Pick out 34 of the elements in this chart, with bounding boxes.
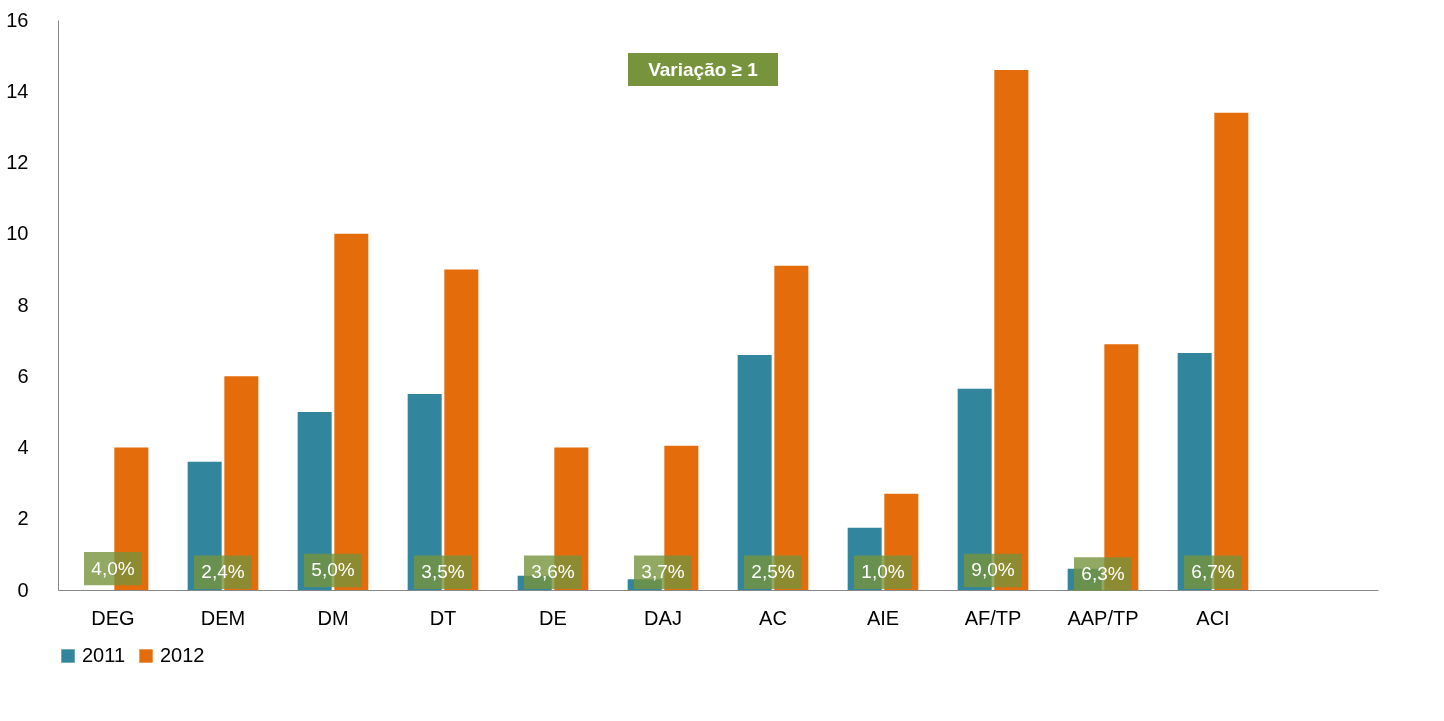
annotation: 5,0% (311, 559, 355, 581)
y-tick-label: 2 (17, 507, 29, 530)
x-tick-label: AIE (866, 606, 900, 629)
annotation: 3,7% (641, 561, 685, 583)
annotation: 6,7% (1191, 561, 1235, 583)
annotation: 3,5% (421, 561, 465, 583)
annotation: 9,0% (971, 559, 1015, 581)
legend-label: 2012 (160, 644, 205, 666)
annotation: 6,3% (1081, 562, 1125, 584)
annotation: Variação ≥ 1 (648, 59, 759, 80)
annotation: 1,0% (861, 561, 905, 583)
y-tick-label: 8 (17, 293, 29, 316)
y-tick-label: 16 (6, 8, 29, 31)
x-tick-label: ACI (1196, 606, 1230, 629)
x-tick-label: DEM (200, 606, 246, 629)
x-tick-label: DAJ (644, 606, 682, 629)
y-tick-label: 10 (6, 222, 29, 245)
y-tick-label: 4 (17, 436, 29, 458)
annotation: 4,0% (91, 557, 135, 579)
x-tick-label: DT (429, 606, 457, 629)
annotation: 2,4% (201, 561, 245, 583)
x-tick-label: AC (759, 606, 787, 629)
legend-label: 2011 (82, 644, 126, 666)
x-tick-label: AF/TP (964, 606, 1022, 629)
x-tick-label: DE (539, 606, 567, 629)
y-tick-label: 0 (17, 578, 29, 601)
y-tick-label: 6 (17, 364, 29, 387)
annotation: 2,5% (751, 561, 795, 583)
x-tick-label: DM (317, 606, 349, 629)
x-tick-label: AAP/TP (1067, 606, 1139, 629)
annotation: 3,6% (531, 561, 575, 583)
y-tick-label: 14 (6, 79, 29, 102)
x-tick-label: DEG (91, 606, 135, 629)
y-tick-label: 12 (6, 151, 29, 173)
